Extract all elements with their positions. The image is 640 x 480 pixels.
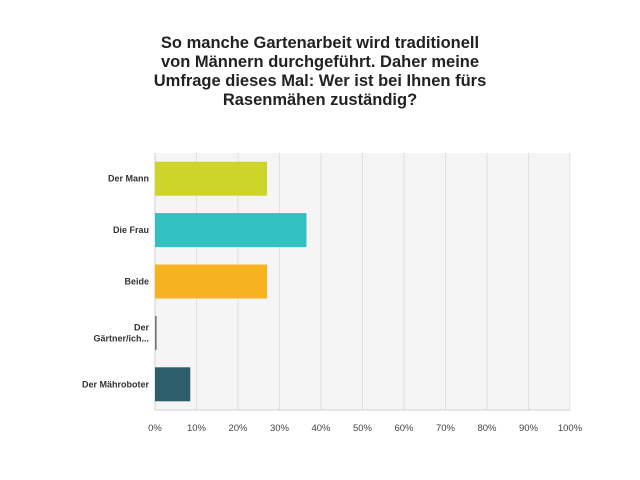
- x-tick-label: 20%: [228, 423, 248, 434]
- category-label: Beide: [124, 277, 149, 287]
- x-tick-label: 10%: [187, 423, 207, 434]
- x-tick-label: 30%: [270, 423, 290, 434]
- category-label: Der: [134, 322, 150, 332]
- category-label: Der Mähroboter: [82, 379, 150, 389]
- x-tick-label: 50%: [353, 423, 373, 434]
- x-tick-label: 40%: [311, 423, 331, 434]
- bar: [155, 315, 157, 350]
- bar: [155, 367, 191, 402]
- category-label: Der Mann: [108, 174, 149, 184]
- x-tick-label: 70%: [436, 423, 456, 434]
- chart-title-line: So manche Gartenarbeit wird traditionell: [160, 34, 480, 52]
- x-tick-label: 60%: [394, 423, 414, 434]
- chart-title-line: von Männern durchgeführt. Daher meine: [160, 53, 480, 71]
- x-tick-label: 100%: [558, 423, 583, 434]
- x-tick-label: 90%: [519, 423, 539, 434]
- chart-title-line: Umfrage dieses Mal: Wer ist bei Ihnen fü…: [153, 72, 487, 90]
- chart-title-line: Rasenmähen zuständig?: [222, 91, 418, 109]
- x-tick-label: 80%: [477, 423, 497, 434]
- bar: [155, 161, 268, 196]
- x-tick-label: 0%: [148, 423, 162, 434]
- chart-title: So manche Gartenarbeit wird traditionell…: [120, 34, 520, 110]
- category-label: Gärtner/ich...: [93, 333, 149, 343]
- bar: [155, 264, 268, 299]
- bar: [155, 213, 307, 248]
- category-label: Die Frau: [113, 225, 149, 235]
